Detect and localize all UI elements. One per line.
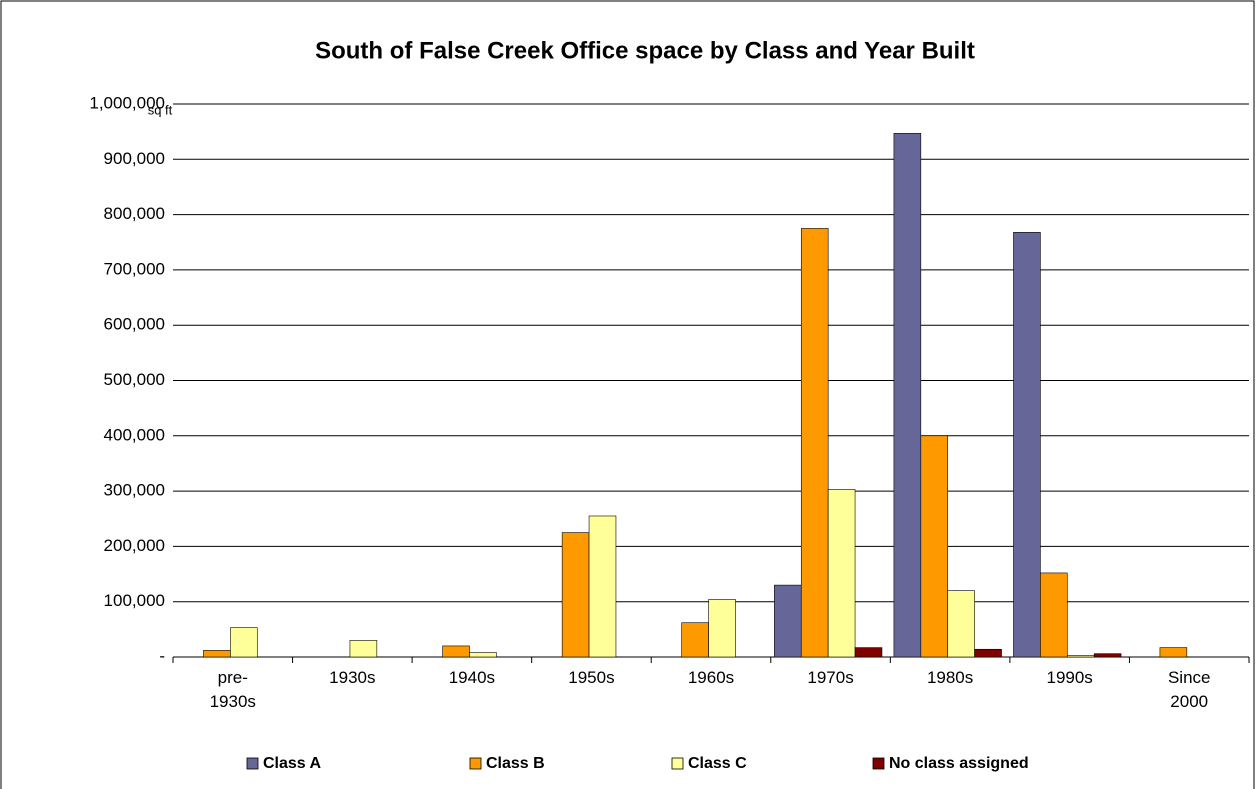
y-tick-label: 600,000 bbox=[104, 315, 165, 334]
legend-label: No class assigned bbox=[889, 755, 1029, 772]
y-axis-label: sq ft bbox=[148, 102, 173, 117]
legend-label: Class A bbox=[263, 755, 322, 772]
bar bbox=[1159, 647, 1188, 658]
chart-title: South of False Creek Office space by Cla… bbox=[315, 37, 975, 64]
legend-swatch bbox=[246, 757, 259, 770]
y-tick-label: 1,000,000 bbox=[89, 93, 165, 112]
bar bbox=[1093, 653, 1122, 658]
bar bbox=[800, 228, 829, 658]
y-tick-label: 400,000 bbox=[104, 425, 165, 444]
x-tick-label: pre-1930s bbox=[209, 668, 256, 711]
y-tick-label: 700,000 bbox=[104, 259, 165, 278]
bar bbox=[1013, 231, 1041, 658]
y-tick-label: 800,000 bbox=[104, 204, 165, 223]
y-tick-label: 100,000 bbox=[104, 591, 165, 610]
bar bbox=[203, 650, 231, 658]
y-tick-label: 300,000 bbox=[104, 481, 165, 500]
bar bbox=[230, 627, 258, 658]
x-tick-label: 1990s bbox=[1046, 668, 1093, 687]
x-tick-label: 1930s bbox=[329, 668, 376, 687]
y-tick-label: 900,000 bbox=[104, 149, 165, 168]
bar bbox=[588, 515, 617, 658]
bar bbox=[893, 133, 922, 658]
bar bbox=[854, 647, 883, 658]
y-tick-label: 500,000 bbox=[104, 370, 165, 389]
legend-label: Class B bbox=[486, 755, 545, 772]
bar bbox=[681, 622, 709, 658]
x-tick-label: 1970s bbox=[807, 668, 854, 687]
bar bbox=[469, 652, 497, 658]
bar bbox=[561, 532, 590, 658]
y-tick-label: - bbox=[159, 646, 165, 665]
bar bbox=[774, 584, 802, 658]
x-tick-label: 1940s bbox=[448, 668, 496, 687]
x-tick-label: 1950s bbox=[568, 668, 615, 687]
bar bbox=[974, 648, 1002, 658]
bar bbox=[920, 435, 949, 658]
y-tick-label: 200,000 bbox=[104, 536, 165, 555]
x-tick-label: 1980s bbox=[926, 668, 974, 687]
legend-swatch bbox=[469, 757, 482, 770]
x-tick-label: 1960s bbox=[687, 668, 735, 687]
legend-swatch bbox=[872, 757, 885, 770]
bar bbox=[827, 489, 856, 658]
bar bbox=[708, 599, 736, 658]
bar bbox=[442, 645, 470, 658]
legend-label: Class C bbox=[688, 755, 747, 772]
bar bbox=[1040, 572, 1068, 658]
bar bbox=[1066, 655, 1095, 658]
bar bbox=[947, 590, 975, 658]
legend-swatch bbox=[671, 757, 684, 770]
bar bbox=[349, 640, 378, 658]
x-tick-label: Since 2000 bbox=[1167, 668, 1211, 711]
